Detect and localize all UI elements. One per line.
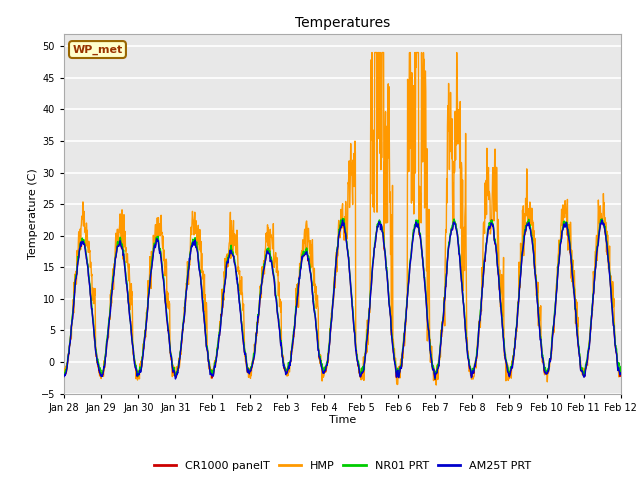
Title: Temperatures: Temperatures	[295, 16, 390, 30]
Y-axis label: Temperature (C): Temperature (C)	[28, 168, 38, 259]
X-axis label: Time: Time	[329, 415, 356, 425]
Text: WP_met: WP_met	[72, 44, 123, 55]
Legend: CR1000 panelT, HMP, NR01 PRT, AM25T PRT: CR1000 panelT, HMP, NR01 PRT, AM25T PRT	[150, 457, 535, 476]
